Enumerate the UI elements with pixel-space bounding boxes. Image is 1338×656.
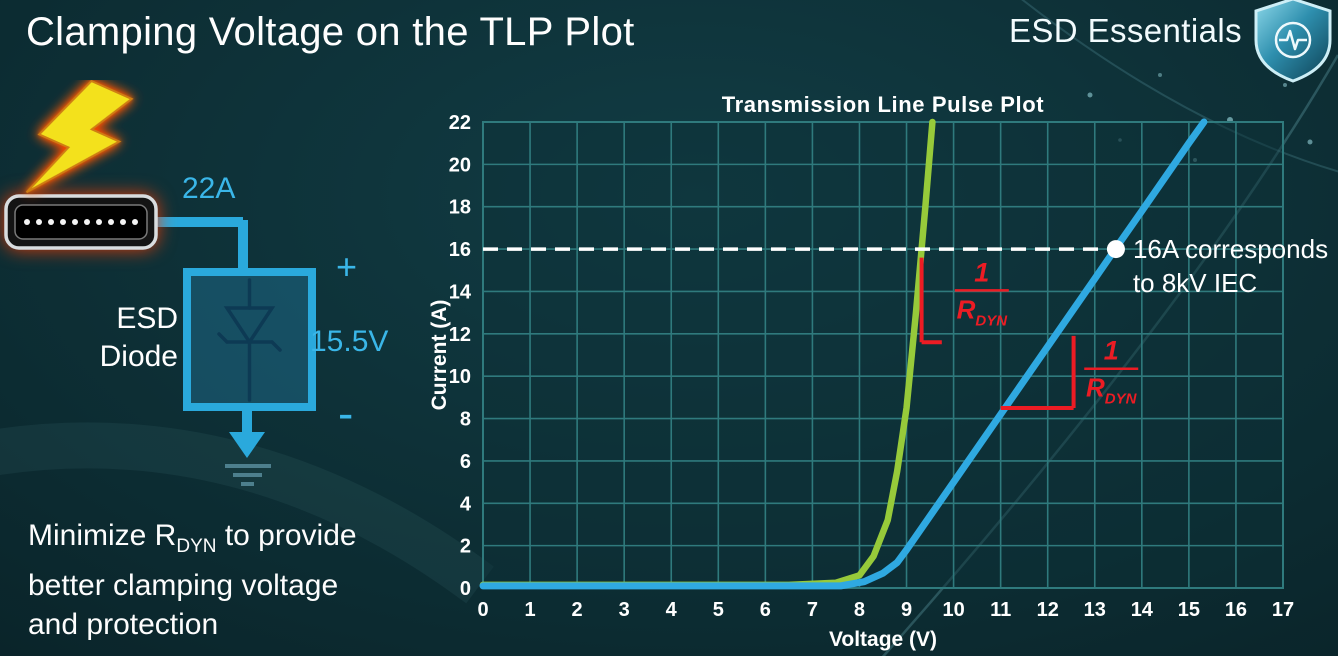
y-tick-label: 8 bbox=[460, 409, 471, 431]
reference-label-line2: to 8kV IEC bbox=[1133, 268, 1257, 298]
x-tick-label: 14 bbox=[1131, 599, 1154, 621]
pulse-circle bbox=[1274, 21, 1312, 59]
x-axis-title: Voltage (V) bbox=[829, 628, 937, 651]
x-tick-label: 17 bbox=[1272, 599, 1294, 621]
x-tick-label: 16 bbox=[1225, 599, 1247, 621]
page-title: Clamping Voltage on the TLP Plot bbox=[26, 10, 635, 54]
lightning-bolt-icon bbox=[25, 80, 134, 194]
clamp-voltage-label: 15.5V bbox=[310, 325, 389, 358]
y-tick-label: 14 bbox=[449, 281, 472, 303]
surge-current-label: 22A bbox=[182, 172, 236, 205]
pulse-waveform-icon bbox=[1279, 29, 1307, 51]
y-tick-label: 22 bbox=[449, 112, 471, 134]
x-tick-label: 15 bbox=[1178, 599, 1200, 621]
x-tick-label: 6 bbox=[760, 599, 771, 621]
plus-label: + bbox=[336, 246, 358, 287]
y-tick-label: 16 bbox=[449, 239, 471, 261]
swoosh-band bbox=[0, 422, 494, 604]
caption: Minimize RDYN to provide better clamping… bbox=[28, 516, 357, 644]
y-tick-label: 6 bbox=[460, 451, 471, 473]
rdyn-fraction-numerator: 1 bbox=[1104, 336, 1119, 366]
swoosh-line-top bbox=[1021, 0, 1338, 173]
esd-diode-label-line2: Diode bbox=[99, 340, 178, 373]
x-tick-label: 11 bbox=[990, 599, 1011, 621]
y-tick-label: 20 bbox=[449, 154, 471, 176]
hdmi-connector bbox=[4, 194, 158, 250]
esd-diode-label-line1: ESD bbox=[116, 302, 178, 335]
chart-title: Transmission Line Pulse Plot bbox=[722, 95, 1045, 117]
x-tick-label: 12 bbox=[1037, 599, 1059, 621]
x-tick-label: 2 bbox=[572, 599, 583, 621]
plot-area bbox=[483, 122, 1283, 588]
y-tick-label: 18 bbox=[449, 197, 471, 219]
x-tick-label: 3 bbox=[619, 599, 630, 621]
y-axis-title: Current (A) bbox=[430, 300, 451, 411]
rdyn-fraction-denominator: RDYN bbox=[957, 294, 1009, 329]
connector-pins bbox=[24, 219, 138, 225]
minus-label: - bbox=[338, 387, 354, 439]
plot-border bbox=[482, 121, 1284, 589]
tlp-chart: 0 1 2 3 4 5 6 7 8 9 10 11 12 13 14 15 16 1702468101214161… bbox=[430, 95, 1328, 651]
y-tick-label: 12 bbox=[449, 324, 471, 346]
y-tick-label: 0 bbox=[460, 578, 471, 600]
y-tick-label: 10 bbox=[449, 366, 471, 388]
y-tick-label: 4 bbox=[460, 493, 472, 515]
caption-line-2: better clamping voltage bbox=[28, 569, 339, 602]
x-tick-label: 5 bbox=[713, 599, 724, 621]
x-tick-label: 9 bbox=[901, 599, 912, 621]
caption-line-1: Minimize RDYN to provide bbox=[28, 516, 357, 566]
caption-line-3: and protection bbox=[28, 608, 219, 641]
caption-line1-pre: Minimize R bbox=[28, 519, 177, 552]
x-tick-label: 4 bbox=[666, 599, 678, 621]
sparkle-dots bbox=[1087, 53, 1313, 162]
reference-marker-dot bbox=[1106, 240, 1125, 259]
rdyn-fraction-numerator: 1 bbox=[974, 257, 989, 287]
shield-logo-icon bbox=[1254, 0, 1332, 83]
x-tick-label: 10 bbox=[942, 599, 964, 621]
y-tick-label: 2 bbox=[460, 536, 471, 558]
caption-line1-post: to provide bbox=[216, 519, 357, 552]
brand-text: ESD Essentials bbox=[1008, 12, 1242, 49]
reference-label-line1: 16A corresponds bbox=[1133, 234, 1328, 264]
x-tick-label: 13 bbox=[1084, 599, 1106, 621]
ground-symbol bbox=[225, 432, 271, 486]
series-high-rdyn-clamp bbox=[479, 118, 1208, 590]
x-tick-label: 0 bbox=[477, 599, 488, 621]
caption-rdyn-subscript: DYN bbox=[176, 536, 217, 557]
x-tick-label: 1 bbox=[524, 599, 535, 621]
x-tick-label: 7 bbox=[807, 599, 818, 621]
rdyn-fraction-denominator: RDYN bbox=[1086, 373, 1138, 408]
x-tick-label: 8 bbox=[854, 599, 865, 621]
zener-diode-symbol bbox=[217, 278, 282, 402]
esd-diode-label: ESD Diode bbox=[50, 300, 178, 376]
esd-circuit-diagram bbox=[4, 80, 316, 486]
